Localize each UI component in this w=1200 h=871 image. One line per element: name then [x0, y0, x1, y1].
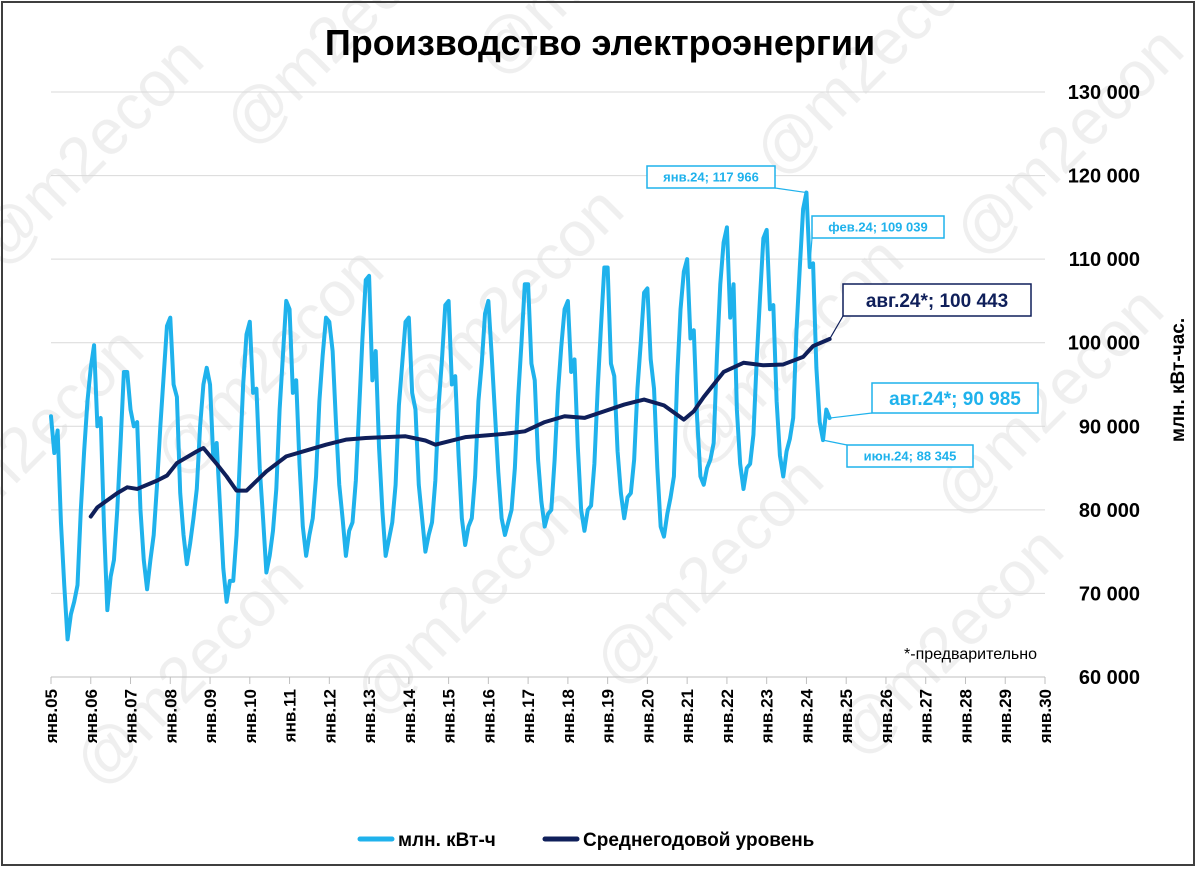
annotation-label: авг.24*; 90 985 [889, 389, 1021, 410]
x-tick-label: янв.30 [1036, 689, 1055, 744]
y-tick-label: 90 000 [1079, 416, 1140, 438]
y-axis-ticks: 60 000 70 000 80 000 90 000 100 000 110 000 12… [1068, 82, 1140, 689]
footnote: *-предварительно [904, 646, 1037, 663]
legend: млн. кВт-ч Среднегодовой уровень [357, 830, 814, 851]
x-tick-label: янв.08 [161, 689, 180, 744]
x-tick-label: янв.16 [479, 689, 498, 744]
x-tick-label: янв.07 [122, 689, 141, 744]
y-tick-label: 70 000 [1079, 583, 1140, 605]
grid-lines [51, 91, 1045, 678]
x-tick-label: янв.29 [996, 689, 1015, 744]
x-tick-label: янв.13 [360, 689, 379, 744]
x-tick-label: янв.06 [82, 689, 101, 744]
x-tick-label: янв.12 [320, 689, 339, 744]
annotation-box [846, 444, 974, 468]
x-tick-label: янв.18 [559, 689, 578, 744]
annotation-callout: авг.24*; 90 985 [829, 382, 1039, 419]
x-tick-label: янв.10 [241, 689, 260, 744]
x-tick-label: янв.28 [956, 689, 975, 744]
series-layer [49, 190, 832, 642]
annotation-callout: фев.24; 109 039 [809, 215, 945, 268]
annotation-label: июн.24; 88 345 [864, 449, 957, 464]
x-tick-label: янв.17 [519, 689, 538, 744]
annotation-leader [829, 412, 873, 419]
annotation-label: авг.24*; 100 443 [866, 291, 1008, 312]
series-line-production [49, 190, 832, 642]
x-tick-label: янв.11 [281, 689, 300, 743]
x-tick-label: янв.22 [718, 689, 737, 744]
annotation-label: янв.24; 117 966 [663, 170, 759, 185]
annotation-box [646, 165, 776, 189]
y-tick-label: 100 000 [1068, 333, 1140, 355]
x-tick-label: янв.26 [877, 689, 896, 744]
annotation-box [842, 283, 1032, 317]
x-axis-ticks: янв.05 янв.06 янв.07 янв.08 янв.09 янв.10 янв.… [42, 677, 1055, 744]
series-line-annual-average [88, 337, 832, 519]
y-tick-label: 80 000 [1079, 500, 1140, 522]
annotation-box [811, 215, 945, 239]
x-tick-label: янв.09 [201, 689, 220, 744]
x-tick-label: янв.05 [42, 689, 61, 744]
annotation-callout: янв.24; 117 966 [646, 165, 807, 194]
annotation-leader [774, 187, 807, 194]
x-tick-label: янв.14 [400, 688, 419, 744]
y-tick-label: 130 000 [1068, 82, 1140, 104]
x-tick-label: янв.19 [599, 689, 618, 744]
x-tick-label: янв.25 [837, 689, 856, 744]
x-tick-label: янв.23 [758, 689, 777, 744]
annotation-leader [809, 237, 813, 268]
x-tick-label: янв.20 [638, 689, 657, 744]
annotations-layer: янв.24; 117 966 фев.24; 109 039 авг.24*; 1… [646, 165, 1039, 468]
y-tick-label: 110 000 [1069, 249, 1140, 271]
x-tick-label: янв.27 [917, 689, 936, 744]
annotation-leader [822, 439, 848, 446]
y-axis-label: млн. кВт-час. [1168, 318, 1189, 442]
annotation-label: фев.24; 109 039 [828, 220, 927, 235]
legend-label-production: млн. кВт-ч [398, 830, 496, 851]
annotation-leader [829, 315, 844, 340]
x-tick-label: янв.24 [797, 688, 816, 744]
annotation-box [871, 382, 1039, 414]
y-tick-label: 60 000 [1079, 667, 1140, 689]
legend-label-annual-average: Среднегодовой уровень [583, 830, 814, 851]
annotation-callout: авг.24*; 100 443 [829, 283, 1032, 340]
x-tick-label: янв.21 [678, 689, 697, 744]
chart-title: Производство электроэнергии [325, 22, 875, 63]
y-tick-label: 120 000 [1068, 166, 1140, 188]
annotation-callout: июн.24; 88 345 [822, 439, 974, 468]
x-tick-label: янв.15 [440, 689, 459, 744]
